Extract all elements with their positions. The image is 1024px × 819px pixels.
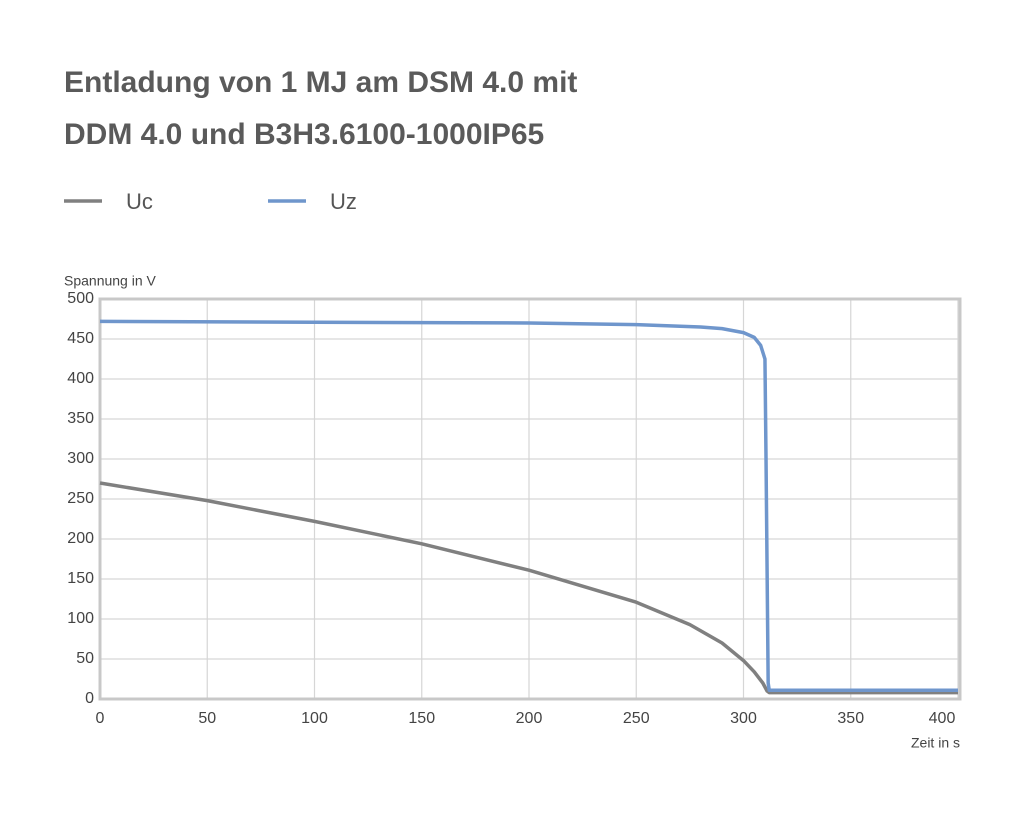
y-tick-label: 450 xyxy=(67,330,94,347)
x-tick-label: 250 xyxy=(623,710,650,727)
legend-label: Uc xyxy=(126,189,153,214)
x-tick-label: 200 xyxy=(516,710,543,727)
y-tick-label: 500 xyxy=(67,290,94,307)
y-tick-label: 250 xyxy=(67,490,94,507)
y-axis-label: Spannung in V xyxy=(64,273,157,289)
y-tick-label: 200 xyxy=(67,530,94,547)
plot-frame xyxy=(98,297,962,701)
x-tick-label: 350 xyxy=(837,710,864,727)
x-tick-label: 50 xyxy=(198,710,216,727)
y-tick-label: 50 xyxy=(76,650,94,667)
y-tick-label: 0 xyxy=(85,690,94,707)
x-tick-label: 150 xyxy=(408,710,435,727)
chart-title: DDM 4.0 und B3H3.6100-1000IP65 xyxy=(64,118,544,151)
chart-title: Entladung von 1 MJ am DSM 4.0 mit xyxy=(64,66,577,99)
legend-label: Uz xyxy=(330,189,357,214)
y-tick-label: 150 xyxy=(67,570,94,587)
y-tick-label: 100 xyxy=(67,610,94,627)
x-axis-label: Zeit in s xyxy=(911,735,960,751)
y-tick-label: 300 xyxy=(67,450,94,467)
y-tick-label: 350 xyxy=(67,410,94,427)
x-tick-label: 100 xyxy=(301,710,328,727)
x-tick-label: 400 xyxy=(929,710,956,727)
x-tick-label: 0 xyxy=(96,710,105,727)
line-series xyxy=(99,481,958,695)
line-series xyxy=(99,319,958,692)
y-tick-label: 400 xyxy=(67,370,94,387)
x-tick-label: 300 xyxy=(730,710,757,727)
